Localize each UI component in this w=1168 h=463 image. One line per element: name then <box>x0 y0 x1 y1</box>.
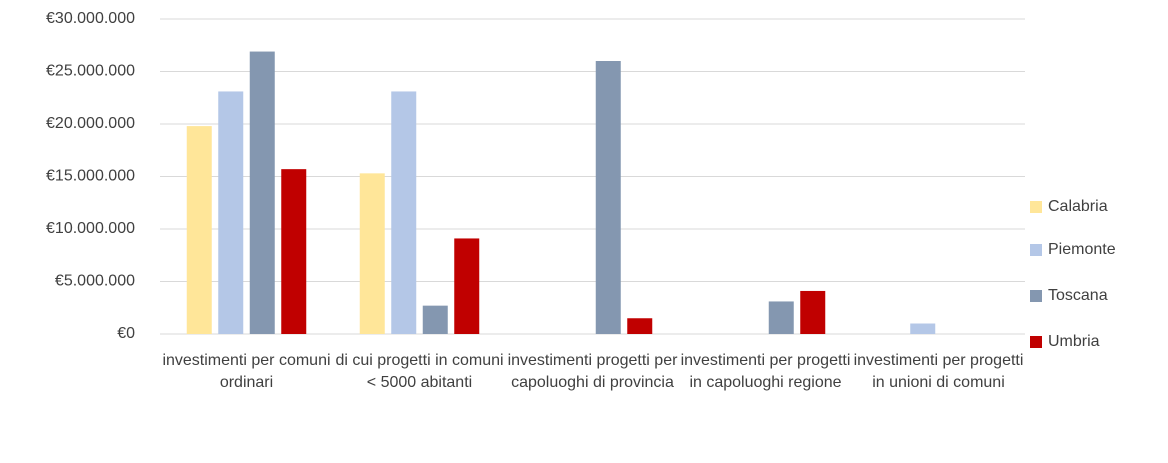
legend-label: Umbria <box>1048 333 1100 350</box>
legend-swatch <box>1030 244 1042 256</box>
bar <box>391 91 417 334</box>
legend-swatch <box>1030 336 1042 348</box>
x-tick-label: investimenti progetti per capoluoghi di … <box>507 352 678 391</box>
bar <box>249 51 275 335</box>
bar <box>627 318 653 334</box>
y-tick-label: €15.000.000 <box>46 168 135 185</box>
legend-label: Toscana <box>1048 287 1108 304</box>
x-tick-label: investimenti per progetti in unioni di c… <box>853 352 1024 391</box>
legend-swatch <box>1030 201 1042 213</box>
y-tick-label: €25.000.000 <box>46 63 135 80</box>
bar <box>800 290 826 334</box>
bar <box>359 173 385 334</box>
legend-swatch <box>1030 290 1042 302</box>
bar <box>595 61 621 334</box>
y-tick-label: €20.000.000 <box>46 115 135 132</box>
x-tick-label: investimenti per comuni ordinari <box>162 352 331 391</box>
bar <box>422 305 448 334</box>
legend-label: Calabria <box>1048 198 1108 215</box>
y-tick-label: €5.000.000 <box>55 273 135 290</box>
bar <box>281 169 307 334</box>
y-tick-label: €30.000.000 <box>46 10 135 27</box>
bar <box>218 91 244 334</box>
y-tick-label: €0 <box>117 325 135 342</box>
bar <box>454 238 480 334</box>
bar <box>768 301 794 334</box>
x-tick-label: di cui progetti in comuni < 5000 abitant… <box>335 352 504 391</box>
bar <box>186 126 212 334</box>
y-tick-label: €10.000.000 <box>46 220 135 237</box>
legend-label: Piemonte <box>1048 241 1116 258</box>
x-tick-label: investimenti per progetti in capoluoghi … <box>680 352 851 391</box>
bar <box>910 323 936 334</box>
